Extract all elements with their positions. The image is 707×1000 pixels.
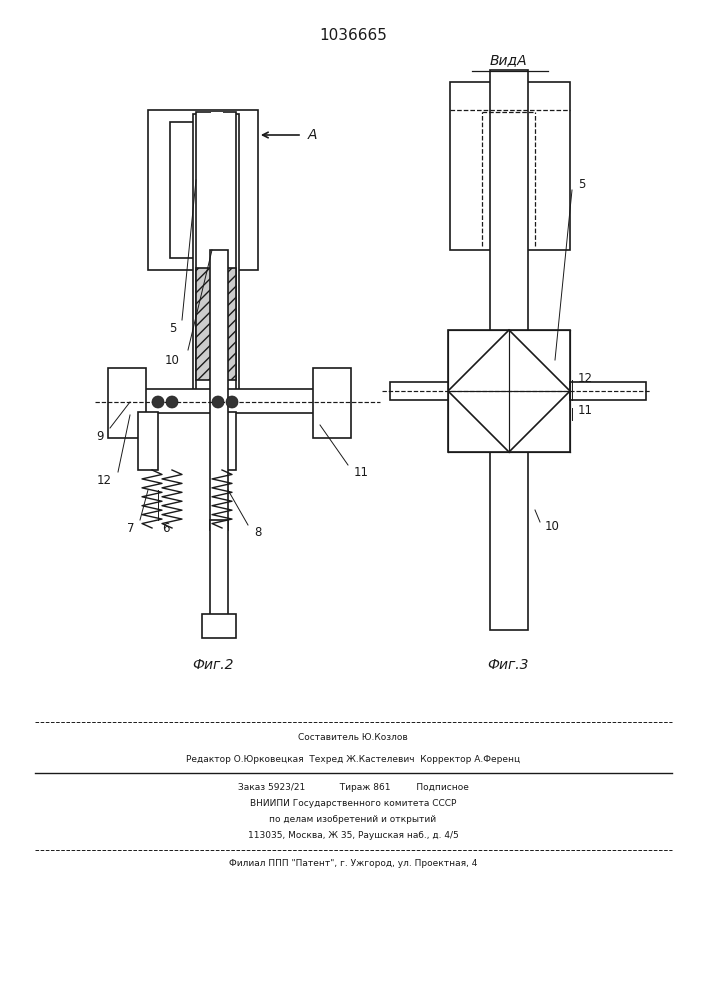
- Text: ВидА: ВидА: [489, 53, 527, 67]
- Text: 12: 12: [97, 474, 112, 487]
- Text: 5: 5: [578, 178, 585, 192]
- Bar: [211, 112, 223, 392]
- Bar: [390, 382, 448, 400]
- Bar: [216, 412, 236, 470]
- Bar: [210, 520, 228, 620]
- Text: 11: 11: [578, 403, 593, 416]
- Text: Фиг.3: Фиг.3: [487, 658, 529, 672]
- Text: Редактор О.Юрковецкая  Техред Ж.Кастелевич  Корректор А.Ференц: Редактор О.Юрковецкая Техред Ж.Кастелеви…: [186, 756, 520, 764]
- Bar: [196, 268, 211, 380]
- Circle shape: [226, 396, 238, 408]
- Bar: [138, 412, 158, 470]
- Bar: [313, 368, 351, 438]
- Text: 5: 5: [169, 322, 176, 334]
- Bar: [170, 122, 238, 258]
- Text: A: A: [308, 128, 317, 142]
- Text: 12: 12: [578, 371, 593, 384]
- Bar: [148, 110, 258, 270]
- Text: 113035, Москва, Ж 35, Раушская наб., д. 4/5: 113035, Москва, Ж 35, Раушская наб., д. …: [247, 832, 458, 840]
- Text: Филиал ППП "Патент", г. Ужгород, ул. Проектная, 4: Филиал ППП "Патент", г. Ужгород, ул. Про…: [229, 859, 477, 868]
- Bar: [202, 614, 236, 638]
- Text: 11: 11: [354, 466, 369, 479]
- Text: 7: 7: [127, 522, 135, 534]
- Circle shape: [212, 396, 224, 408]
- Text: 9: 9: [96, 430, 104, 444]
- Bar: [448, 330, 570, 452]
- Text: по делам изобретений и открытий: по делам изобретений и открытий: [269, 816, 436, 824]
- Text: Фиг.2: Фиг.2: [192, 658, 234, 672]
- Text: Заказ 5923/21            Тираж 861         Подписное: Заказ 5923/21 Тираж 861 Подписное: [238, 784, 469, 792]
- Bar: [570, 382, 646, 400]
- Bar: [108, 368, 146, 438]
- Bar: [193, 114, 213, 392]
- Circle shape: [152, 396, 164, 408]
- Text: 10: 10: [165, 354, 180, 366]
- Bar: [196, 112, 236, 392]
- Bar: [223, 268, 236, 380]
- Text: 10: 10: [545, 520, 560, 534]
- Bar: [210, 250, 228, 530]
- Bar: [219, 114, 239, 392]
- Bar: [132, 389, 317, 413]
- Text: 8: 8: [254, 526, 262, 538]
- Text: 6: 6: [162, 522, 170, 534]
- Text: 1036665: 1036665: [319, 27, 387, 42]
- Bar: [450, 82, 570, 250]
- Text: ВНИИПИ Государственного комитета СССР: ВНИИПИ Государственного комитета СССР: [250, 800, 456, 808]
- Circle shape: [166, 396, 178, 408]
- Text: Составитель Ю.Козлов: Составитель Ю.Козлов: [298, 734, 408, 742]
- Bar: [490, 70, 528, 630]
